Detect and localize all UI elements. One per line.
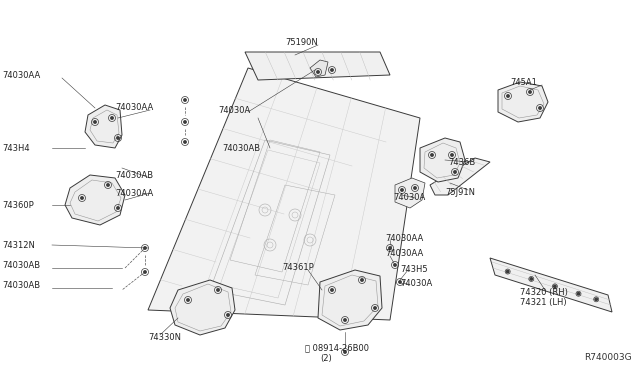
Circle shape [81,197,83,199]
Text: 74030AB: 74030AB [222,144,260,153]
Circle shape [394,264,396,266]
Text: 74030A: 74030A [400,279,432,289]
Text: 743H5: 743H5 [400,266,428,275]
Circle shape [144,271,146,273]
Circle shape [388,247,391,249]
Text: 743H4: 743H4 [2,144,29,153]
Polygon shape [65,175,125,225]
Polygon shape [498,82,548,122]
Circle shape [539,107,541,109]
Polygon shape [310,60,328,77]
Circle shape [374,307,376,309]
Circle shape [454,171,456,173]
Text: 74030A: 74030A [218,106,250,115]
Polygon shape [245,52,390,80]
Circle shape [184,99,186,101]
Text: 74361P: 74361P [282,263,314,273]
Polygon shape [420,138,465,182]
Circle shape [431,154,433,156]
Text: Ⓑ 08914-26B00: Ⓑ 08914-26B00 [305,343,369,353]
Polygon shape [395,178,425,208]
Circle shape [107,184,109,186]
Polygon shape [170,280,235,335]
Circle shape [116,207,119,209]
Circle shape [144,247,146,249]
Circle shape [554,285,556,288]
Text: 74320 (RH): 74320 (RH) [520,288,568,296]
Circle shape [399,281,401,283]
Text: 74030AB: 74030AB [2,280,40,289]
Polygon shape [148,68,420,320]
Circle shape [331,289,333,291]
Circle shape [94,121,96,123]
Text: 74030AA: 74030AA [115,189,153,198]
Circle shape [451,154,453,156]
Circle shape [317,71,319,73]
Polygon shape [430,158,490,195]
Circle shape [217,289,219,291]
Text: R740003G: R740003G [584,353,632,362]
Polygon shape [490,258,612,312]
Text: 75J91N: 75J91N [445,187,475,196]
Text: 74030AB: 74030AB [2,260,40,269]
Text: 74030AA: 74030AA [385,234,423,243]
Text: 74030A: 74030A [393,192,425,202]
Circle shape [529,91,531,93]
Circle shape [506,270,509,273]
Text: 74321 (LH): 74321 (LH) [520,298,566,307]
Circle shape [530,278,532,280]
Circle shape [595,298,597,301]
Circle shape [361,279,364,281]
Circle shape [414,187,416,189]
Circle shape [227,314,229,316]
Circle shape [187,299,189,301]
Circle shape [116,137,119,139]
Text: 745A1: 745A1 [510,77,537,87]
Text: 74360P: 74360P [2,201,34,209]
Polygon shape [318,270,382,330]
Circle shape [184,121,186,123]
Circle shape [111,117,113,119]
Text: 74030AB: 74030AB [115,170,153,180]
Text: 7436B: 7436B [448,157,476,167]
Text: 74330N: 74330N [148,334,181,343]
Text: 74312N: 74312N [2,241,35,250]
Text: 74030AA: 74030AA [385,250,423,259]
Circle shape [344,351,346,353]
Text: (2): (2) [320,353,332,362]
Circle shape [184,141,186,143]
Polygon shape [85,105,122,148]
Circle shape [507,95,509,97]
Circle shape [344,319,346,321]
Text: 75190N: 75190N [285,38,317,46]
Circle shape [331,69,333,71]
Circle shape [401,189,403,191]
Text: 74030AA: 74030AA [2,71,40,80]
Text: 74030AA: 74030AA [115,103,153,112]
Circle shape [577,292,580,295]
